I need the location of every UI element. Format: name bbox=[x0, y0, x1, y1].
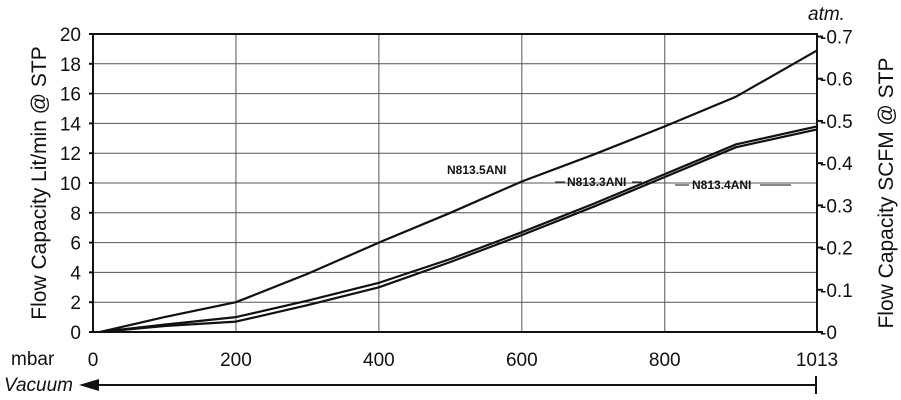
y-tick-label: 2 bbox=[70, 293, 81, 314]
vacuum-label: Vacuum bbox=[4, 375, 73, 396]
y-axis-title: Flow Capacity Lit/min @ STP bbox=[28, 46, 51, 319]
y2-tick-label: -0.1 bbox=[820, 281, 853, 302]
y2-axis-title: Flow Capacity SCFM @ STP bbox=[875, 57, 898, 328]
x-tick-label: 0 bbox=[88, 350, 99, 371]
y-tick-label: 12 bbox=[60, 144, 81, 165]
tick-labels: 0 200 400 600 800 1013 0 2 4 6 8 10 12 14 16 18 20 -0 -0.1… bbox=[60, 25, 853, 371]
x-tick-label: 200 bbox=[220, 350, 252, 371]
y-tick-label: 6 bbox=[70, 234, 81, 255]
series-line bbox=[99, 125, 818, 334]
y2-unit-label: atm. bbox=[808, 4, 845, 25]
x-tick-label: 400 bbox=[363, 350, 395, 371]
y2-tick-label: -0.3 bbox=[820, 196, 853, 217]
series-line bbox=[99, 128, 818, 334]
y2-tick-label: -0 bbox=[820, 323, 837, 344]
series-label: N813.4ANI bbox=[692, 178, 751, 192]
grid-lines bbox=[93, 34, 817, 332]
y2-tick-label: -0.7 bbox=[820, 28, 853, 49]
x-tick-label: 1013 bbox=[796, 350, 838, 371]
y-tick-label: 18 bbox=[60, 55, 81, 76]
x-tick-label: 600 bbox=[506, 350, 538, 371]
vacuum-arrow bbox=[79, 376, 817, 394]
x-axis-title: mbar bbox=[11, 349, 55, 370]
series-label: N813.5ANI bbox=[447, 163, 506, 177]
series-label: N813.3ANI bbox=[567, 175, 626, 189]
series-line bbox=[99, 49, 818, 334]
y-tick-label: 20 bbox=[60, 25, 81, 46]
vacuum-arrow-head bbox=[79, 379, 99, 391]
y-tick-label: 14 bbox=[60, 114, 82, 135]
y-tick-label: 16 bbox=[60, 85, 81, 106]
y-tick-label: 4 bbox=[70, 263, 81, 284]
y-tick-label: 0 bbox=[70, 323, 81, 344]
tick-marks bbox=[89, 33, 823, 333]
y2-tick-label: -0.6 bbox=[820, 70, 853, 91]
y2-tick-label: -0.4 bbox=[820, 154, 853, 175]
series-lines bbox=[99, 49, 818, 334]
y-tick-label: 10 bbox=[60, 174, 81, 195]
x-tick-label: 800 bbox=[649, 350, 681, 371]
y-tick-label: 8 bbox=[70, 204, 81, 225]
y2-tick-label: -0.2 bbox=[820, 239, 853, 260]
y2-tick-label: -0.5 bbox=[820, 112, 853, 133]
